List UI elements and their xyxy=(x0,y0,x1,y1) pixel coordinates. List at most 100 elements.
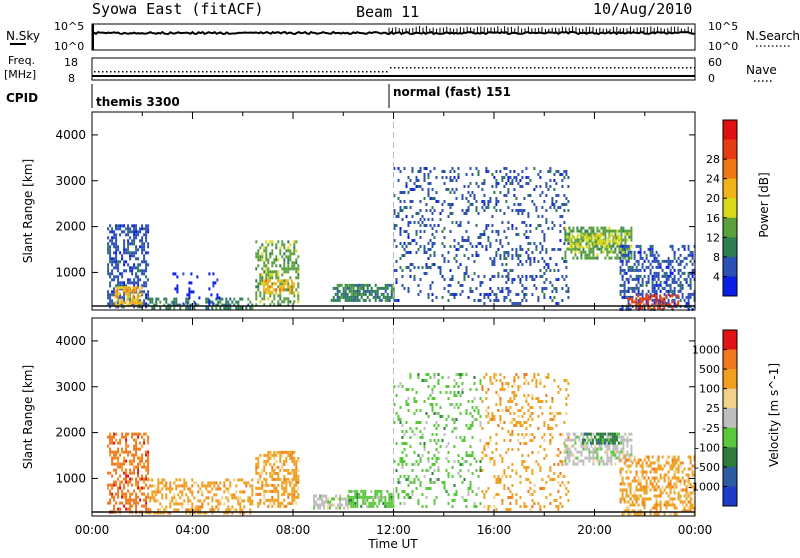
data-cell xyxy=(614,439,616,442)
data-cell xyxy=(113,242,115,245)
data-cell xyxy=(658,284,660,287)
data-cell xyxy=(139,448,141,451)
data-cell xyxy=(404,254,406,257)
data-cell xyxy=(688,293,690,296)
data-cell xyxy=(149,478,151,481)
nave-dot xyxy=(242,71,244,73)
data-cell xyxy=(452,466,454,469)
data-cell xyxy=(604,230,606,233)
data-cell xyxy=(601,246,603,249)
beam-title: Beam 11 xyxy=(356,3,419,21)
data-cell xyxy=(147,251,149,254)
data-cell xyxy=(231,505,233,508)
data-cell xyxy=(615,240,617,243)
data-cell xyxy=(275,243,277,246)
data-cell xyxy=(293,294,295,297)
nave-dot xyxy=(402,67,404,69)
colorbar-tick-label: 16 xyxy=(706,212,720,225)
data-cell xyxy=(109,439,111,442)
data-cell xyxy=(117,224,119,227)
data-cell xyxy=(674,471,676,474)
data-cell xyxy=(281,267,283,270)
data-cell xyxy=(557,463,559,466)
data-cell xyxy=(313,507,315,510)
data-cell xyxy=(600,448,602,451)
data-cell xyxy=(557,475,559,478)
data-cell xyxy=(454,499,456,502)
data-cell xyxy=(668,483,670,486)
data-cell xyxy=(141,454,143,457)
data-cell xyxy=(197,484,199,487)
data-cell xyxy=(424,475,426,478)
data-cell xyxy=(523,296,525,299)
data-cell xyxy=(462,373,464,376)
data-cell xyxy=(123,296,125,299)
data-cell xyxy=(507,496,509,499)
data-cell xyxy=(273,457,275,460)
data-cell xyxy=(668,257,670,260)
data-cell xyxy=(289,252,291,255)
data-cell xyxy=(543,487,545,490)
data-cell xyxy=(476,209,478,212)
data-cell xyxy=(149,301,151,304)
data-cell xyxy=(680,281,682,284)
data-cell xyxy=(133,454,135,457)
data-cell xyxy=(426,505,428,508)
data-cell xyxy=(466,424,468,427)
data-cell xyxy=(523,505,525,508)
data-cell xyxy=(438,478,440,481)
data-cell xyxy=(499,209,501,212)
colorbar-segment xyxy=(723,120,737,140)
data-cell xyxy=(412,463,414,466)
data-cell xyxy=(678,465,680,468)
nave-dot xyxy=(278,71,280,73)
data-cell xyxy=(466,173,468,176)
nave-dot xyxy=(166,71,168,73)
data-cell xyxy=(127,295,129,298)
data-cell xyxy=(450,284,452,287)
data-cell xyxy=(650,254,652,257)
data-cell xyxy=(408,493,410,496)
data-cell xyxy=(636,462,638,465)
data-cell xyxy=(622,448,624,451)
data-cell xyxy=(670,275,672,278)
nave-dot xyxy=(354,71,356,73)
data-cell xyxy=(474,409,476,412)
data-cell xyxy=(277,279,279,282)
nave-dot xyxy=(338,71,340,73)
data-cell xyxy=(688,302,690,305)
data-cell xyxy=(396,394,398,397)
data-cell xyxy=(624,501,626,504)
data-cell xyxy=(422,188,424,191)
data-cell xyxy=(207,496,209,499)
data-cell xyxy=(671,300,673,303)
data-cell xyxy=(412,188,414,191)
data-cell xyxy=(414,481,416,484)
data-cell xyxy=(509,299,511,302)
data-cell xyxy=(495,209,497,212)
data-cell xyxy=(125,499,127,502)
data-cell xyxy=(255,457,257,460)
data-cell xyxy=(349,287,351,290)
data-cell xyxy=(381,293,383,296)
data-cell xyxy=(622,269,624,272)
data-cell xyxy=(519,475,521,478)
data-cell xyxy=(285,267,287,270)
data-cell xyxy=(359,290,361,293)
data-cell xyxy=(662,260,664,263)
data-cell xyxy=(644,251,646,254)
data-cell xyxy=(493,263,495,266)
noise-sky-line xyxy=(92,32,695,34)
data-cell xyxy=(327,504,329,507)
data-cell xyxy=(485,224,487,227)
data-cell xyxy=(535,275,537,278)
data-cell xyxy=(551,221,553,224)
data-cell xyxy=(404,242,406,245)
data-cell xyxy=(259,493,261,496)
data-cell xyxy=(113,505,115,508)
data-cell xyxy=(263,282,265,285)
data-cell xyxy=(297,267,299,270)
data-cell xyxy=(377,296,379,299)
data-cell xyxy=(521,463,523,466)
data-cell xyxy=(563,421,565,424)
